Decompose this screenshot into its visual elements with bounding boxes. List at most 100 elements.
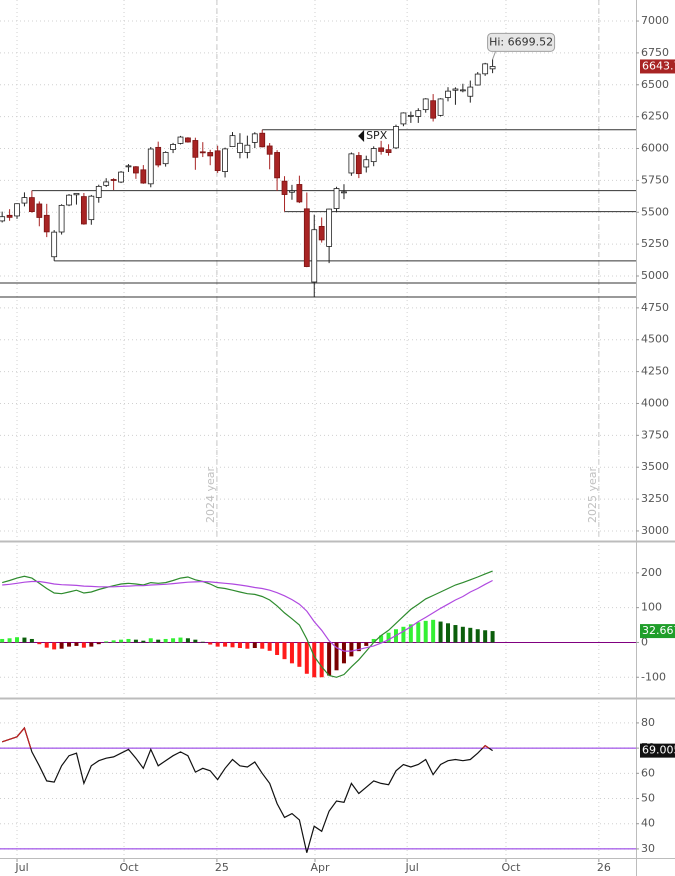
marks [0, 726, 636, 853]
histogram-bar [111, 640, 116, 643]
price-panel: 2024 year 2025 year SPX Hi: 6699.52 [0, 0, 636, 540]
grid: 2024 year 2025 year [0, 0, 636, 540]
signal-line [2, 579, 493, 652]
candle-body [489, 66, 496, 70]
histogram-bar [260, 642, 265, 649]
y-tick-label: 6000 [641, 142, 669, 155]
histogram-bar [431, 619, 436, 643]
year-label: 2024 year [204, 467, 217, 524]
y-tick-label: 40 [641, 817, 655, 830]
candle-body [103, 181, 110, 186]
rsi-tag [640, 743, 675, 758]
histogram-bar [483, 630, 488, 643]
y-tick-label: 5750 [641, 173, 669, 186]
x-tick-label: Jul [14, 861, 28, 874]
histogram-bar [401, 626, 406, 643]
y-tick-label: 6750 [641, 46, 669, 59]
histogram-bar [460, 626, 465, 643]
y-tick-label: -100 [641, 670, 666, 683]
histogram-bar [156, 639, 161, 643]
y-tick-label: 3250 [641, 492, 669, 505]
histogram-bar [446, 623, 451, 643]
histogram-bar [200, 641, 205, 643]
histogram-bar [215, 642, 220, 647]
histogram-bar [267, 642, 272, 651]
y-tick-label: 4250 [641, 365, 669, 378]
y-tick-label: 50 [641, 792, 655, 805]
histogram-bar [237, 642, 242, 649]
rsi-panel [0, 702, 636, 858]
candle-body [303, 208, 310, 267]
y-tick-label: 0 [641, 635, 648, 648]
y-tick-label: 5000 [641, 269, 669, 282]
candle-body [266, 145, 273, 155]
candle-body [341, 191, 347, 194]
histogram-bar [371, 638, 376, 643]
histogram-bar [59, 642, 64, 649]
candle-body [474, 73, 481, 86]
last-price: 6643.7 [642, 59, 675, 72]
candle-body [467, 86, 474, 97]
candle-body [370, 148, 377, 163]
histogram-bar [341, 642, 346, 664]
candle-body [393, 126, 399, 149]
candle-body [289, 190, 295, 193]
y-tick-label: 30 [641, 842, 655, 855]
candle-body [192, 140, 199, 158]
y-tick-label: 5500 [641, 205, 669, 218]
histogram-bar [364, 642, 369, 646]
high-connector [492, 51, 497, 60]
histogram-bar [81, 642, 86, 648]
candle-body [274, 152, 280, 179]
y-tick-label: 4500 [641, 333, 669, 346]
candle-body [51, 231, 58, 258]
histogram-bar [178, 637, 183, 643]
y-tick-label: 7000 [641, 14, 669, 27]
histogram-bar [67, 642, 72, 647]
histogram-bar [468, 627, 473, 643]
x-tick-label: Apr [310, 861, 330, 874]
candle-body [415, 110, 422, 117]
histogram-bar [304, 642, 309, 674]
candle-body [43, 214, 50, 233]
candle-body [237, 142, 243, 153]
candle-body [125, 165, 132, 168]
histogram-bar [148, 638, 153, 643]
candle-body [229, 135, 236, 148]
candle-body [482, 63, 489, 75]
histogram-bar [386, 632, 391, 643]
candle-body [452, 88, 459, 91]
candle-body [333, 188, 340, 209]
histogram-bar [289, 642, 294, 664]
histogram-bar [312, 642, 317, 678]
last-price-tag [640, 59, 675, 74]
candle-body [430, 100, 437, 119]
candle-body [177, 136, 184, 144]
y-tick-label: 200 [641, 566, 662, 579]
histogram-bar [475, 629, 480, 643]
marks [0, 570, 636, 678]
candle-body [259, 132, 266, 148]
y-tick-label: 5250 [641, 237, 669, 250]
candle-body [147, 148, 154, 185]
histogram-bar [96, 642, 101, 645]
candle-body [422, 98, 429, 111]
histogram-bar [408, 624, 413, 643]
macd-line [2, 570, 493, 678]
candle-body [80, 196, 87, 225]
candle-body [14, 203, 20, 217]
high-label-box [487, 32, 556, 52]
candle-body [133, 166, 139, 174]
y-tick-label: 3000 [641, 524, 669, 537]
histogram-bar [37, 642, 42, 645]
marks: SPX [0, 59, 636, 298]
histogram-bar [438, 621, 443, 643]
histogram-bar [22, 637, 27, 643]
histogram-bar [275, 642, 280, 655]
histogram-bar [193, 639, 198, 643]
histogram-bar [163, 638, 168, 643]
histogram-bar [133, 639, 138, 643]
candle-body [28, 197, 35, 213]
histogram-bar [252, 642, 257, 649]
histogram-bar [282, 642, 287, 660]
